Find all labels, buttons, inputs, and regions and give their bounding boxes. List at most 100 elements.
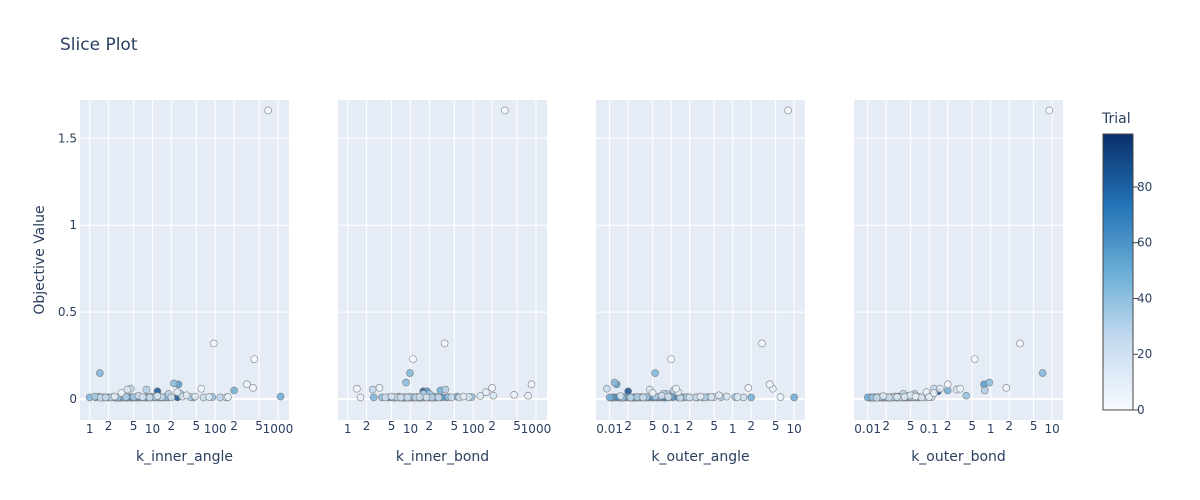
panel-k_outer_bond: 0.01 2 5 0.1 2 5 1 2 5 10k_outer_bond (854, 100, 1063, 465)
data-point[interactable] (101, 393, 110, 402)
data-point[interactable] (667, 355, 675, 363)
data-point[interactable] (715, 391, 723, 400)
data-point[interactable] (527, 380, 536, 389)
data-point[interactable] (930, 389, 938, 397)
data-point[interactable] (722, 392, 731, 401)
data-point[interactable] (626, 393, 635, 402)
data-point[interactable] (980, 386, 989, 395)
data-point[interactable] (664, 393, 673, 401)
data-point[interactable] (434, 393, 443, 402)
data-point[interactable] (191, 392, 200, 401)
data-point[interactable] (368, 385, 377, 394)
data-point[interactable] (441, 385, 450, 394)
data-point[interactable] (893, 393, 901, 401)
data-point[interactable] (605, 393, 614, 402)
data-point[interactable] (173, 388, 182, 396)
x-tick-label: 1000 (263, 422, 294, 436)
data-point[interactable] (459, 392, 468, 401)
data-point[interactable] (879, 392, 888, 400)
x-tick-label: 5 (130, 419, 138, 433)
data-point[interactable] (639, 393, 647, 402)
data-point[interactable] (375, 384, 384, 392)
data-point[interactable] (1016, 339, 1024, 348)
data-point[interactable] (489, 391, 498, 400)
data-point[interactable] (230, 386, 238, 395)
data-point[interactable] (610, 378, 619, 387)
data-point[interactable] (482, 388, 490, 396)
data-point[interactable] (943, 380, 952, 389)
data-point[interactable] (276, 392, 285, 401)
data-point[interactable] (672, 384, 680, 393)
data-point[interactable] (96, 369, 104, 377)
data-point[interactable] (145, 393, 154, 402)
data-point[interactable] (872, 393, 881, 402)
data-point[interactable] (696, 392, 705, 401)
data-point[interactable] (765, 380, 774, 389)
data-point[interactable] (744, 384, 753, 392)
data-point[interactable] (369, 393, 378, 402)
data-point[interactable] (356, 393, 365, 402)
data-point[interactable] (264, 106, 273, 115)
data-point[interactable] (250, 355, 259, 363)
data-point[interactable] (936, 384, 944, 393)
data-point[interactable] (790, 393, 798, 402)
data-point[interactable] (123, 385, 132, 394)
data-point[interactable] (747, 393, 755, 402)
data-point[interactable] (396, 393, 405, 402)
data-point[interactable] (925, 393, 933, 401)
data-point[interactable] (733, 393, 742, 401)
data-point[interactable] (409, 355, 417, 363)
data-point[interactable] (476, 392, 485, 400)
data-point[interactable] (415, 393, 424, 401)
data-point[interactable] (524, 391, 532, 400)
colorbar-tick-label: 20 (1137, 347, 1152, 361)
data-point[interactable] (1038, 369, 1047, 377)
data-point[interactable] (403, 393, 412, 402)
data-point[interactable] (243, 380, 251, 389)
data-point[interactable] (657, 391, 666, 400)
data-point[interactable] (1045, 106, 1054, 115)
data-point[interactable] (616, 392, 625, 400)
data-point[interactable] (501, 106, 509, 115)
data-point[interactable] (210, 339, 218, 348)
data-point[interactable] (758, 339, 766, 348)
data-point[interactable] (197, 384, 206, 393)
data-point[interactable] (153, 392, 162, 400)
data-point[interactable] (138, 393, 147, 401)
data-point[interactable] (956, 384, 965, 393)
data-point[interactable] (440, 339, 449, 348)
data-point[interactable] (387, 392, 396, 401)
data-point[interactable] (167, 393, 176, 402)
data-point[interactable] (784, 106, 793, 115)
data-point[interactable] (776, 393, 785, 401)
data-point[interactable] (249, 384, 257, 392)
data-point[interactable] (685, 393, 694, 402)
data-point[interactable] (422, 393, 431, 402)
data-point[interactable] (707, 393, 716, 401)
data-point[interactable] (205, 393, 213, 401)
data-point[interactable] (1002, 384, 1011, 392)
data-point[interactable] (117, 389, 126, 397)
data-point[interactable] (447, 393, 456, 402)
data-point[interactable] (648, 389, 657, 397)
x-tick-label: 1 (86, 422, 94, 436)
data-point[interactable] (170, 379, 178, 388)
data-point[interactable] (402, 378, 410, 387)
data-point[interactable] (962, 391, 970, 400)
data-point[interactable] (110, 392, 119, 401)
x-tick-label: 0.1 (920, 422, 939, 436)
data-point[interactable] (142, 385, 151, 394)
data-point[interactable] (651, 369, 659, 377)
data-point[interactable] (510, 390, 518, 399)
data-point[interactable] (353, 384, 361, 393)
data-point[interactable] (985, 378, 994, 387)
data-point[interactable] (406, 369, 414, 377)
data-point[interactable] (970, 355, 979, 363)
x-tick-label: 0.01 (596, 422, 623, 436)
data-point[interactable] (224, 393, 232, 401)
data-point[interactable] (488, 384, 496, 392)
data-point[interactable] (911, 392, 920, 401)
data-point[interactable] (90, 392, 99, 401)
data-point[interactable] (182, 391, 191, 400)
data-point[interactable] (603, 384, 611, 393)
